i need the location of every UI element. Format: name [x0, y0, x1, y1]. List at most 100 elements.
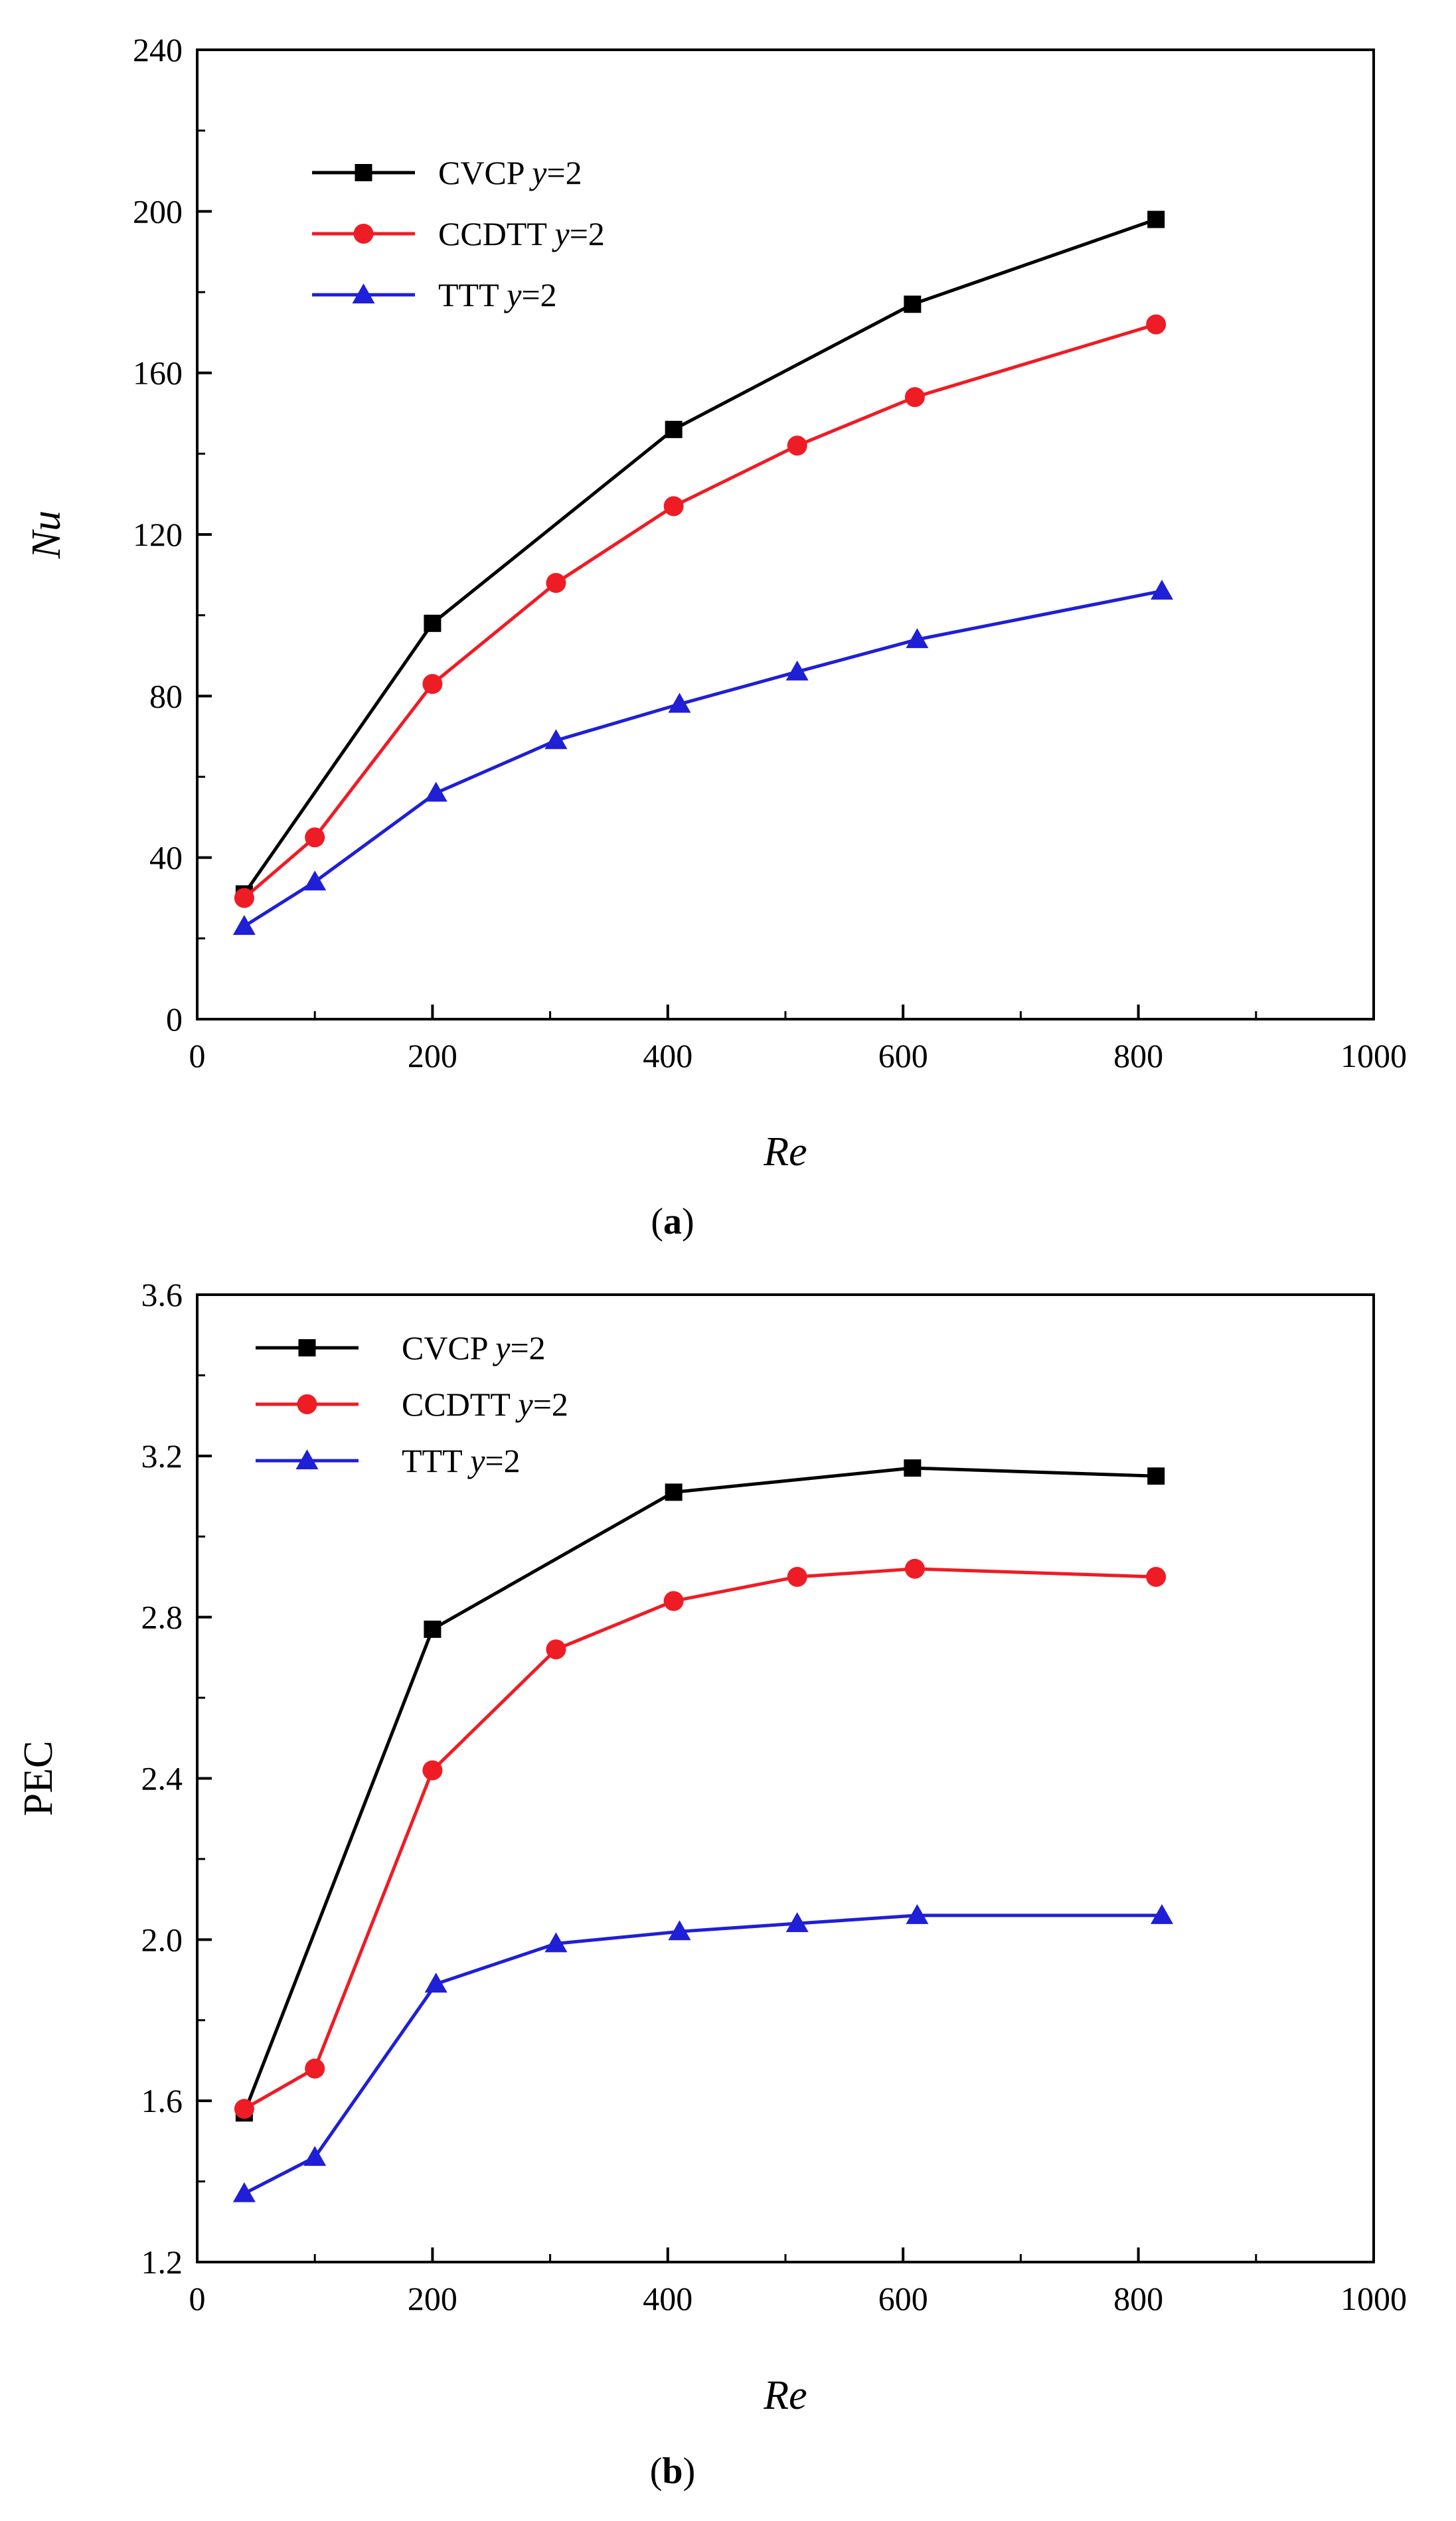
series-ttt [232, 580, 1174, 935]
y-axis-label: Nu [24, 511, 69, 559]
y-tick-label: 40 [149, 839, 183, 876]
x-tick-label: 1000 [1340, 1037, 1407, 1074]
data-point [904, 1459, 922, 1477]
data-point [422, 1760, 443, 1781]
legend-marker [295, 1449, 319, 1469]
plot-frame [196, 48, 1375, 1020]
data-point [424, 614, 442, 632]
series-ccdtt [234, 314, 1167, 908]
legend-marker [353, 224, 374, 244]
data-point [904, 295, 922, 313]
legend-label: TTT y=2 [438, 276, 557, 313]
legend-entry-cvcp: CVCP y=2 [256, 1329, 546, 1366]
legend-label: CVCP y=2 [402, 1329, 546, 1366]
x-tick-label: 1000 [1340, 2280, 1407, 2317]
y-tick-label: 80 [149, 677, 183, 714]
series-line [243, 1567, 1157, 2111]
data-point [1151, 1904, 1174, 1924]
legend-label: CCDTT y=2 [402, 1386, 568, 1423]
data-point [424, 1620, 442, 1638]
legend-entry-cvcp: CVCP y=2 [312, 154, 582, 191]
series-line [243, 323, 1157, 900]
data-point [787, 436, 807, 456]
data-point [424, 781, 447, 802]
y-tick-label: 200 [133, 193, 183, 230]
data-point [305, 2058, 325, 2079]
y-tick-label: 2.8 [141, 1599, 183, 1636]
data-point [544, 1932, 568, 1953]
series-ccdtt [234, 1558, 1167, 2119]
data-point [234, 888, 254, 908]
x-tick-label: 600 [878, 2280, 928, 2317]
legend-label: CCDTT y=2 [438, 215, 605, 252]
x-tick-label: 400 [643, 1037, 692, 1074]
data-point [663, 1591, 684, 1611]
legend-entry-ccdtt: CCDTT y=2 [256, 1386, 568, 1423]
data-point [904, 387, 925, 408]
legend-entry-ccdtt: CCDTT y=2 [312, 215, 605, 252]
x-axis-label: Re [763, 2373, 807, 2418]
data-point [1147, 1467, 1165, 1485]
y-tick-label: 3.6 [141, 1276, 183, 1313]
y-tick-label: 1.2 [141, 2243, 183, 2281]
legend-entry-ttt: TTT y=2 [256, 1442, 521, 1479]
legend-marker [297, 1394, 317, 1414]
legend-marker [355, 164, 372, 181]
x-tick-label: 0 [189, 2280, 206, 2317]
chart-panel-a: 0 200 400 600 800 1000 0 40 80 120 160 200 240 Re Nu (a… [24, 31, 1407, 1242]
data-point [904, 1558, 925, 1579]
x-tick-label: 400 [643, 2280, 692, 2317]
data-point [424, 1973, 447, 1993]
series-line [243, 1913, 1163, 2196]
data-point [422, 674, 443, 694]
data-point [232, 2182, 256, 2202]
y-tick-label: 2.0 [141, 1921, 183, 1958]
data-point [665, 1483, 683, 1501]
data-point [906, 1904, 929, 1924]
data-point [1146, 314, 1167, 335]
data-point [546, 573, 566, 593]
series-line [243, 589, 1163, 928]
y-tick-label: 1.6 [141, 2082, 183, 2119]
data-point [234, 2099, 254, 2119]
x-axis-label: Re [763, 1129, 807, 1175]
data-point [785, 660, 809, 681]
data-point [1147, 210, 1165, 228]
series-line [242, 218, 1157, 895]
legend-entry-ttt: TTT y=2 [312, 276, 557, 313]
data-point [787, 1566, 807, 1587]
data-point [303, 870, 327, 891]
y-tick-label: 240 [133, 31, 183, 68]
series-ttt [232, 1904, 1174, 2202]
y-tick-label: 0 [166, 1001, 183, 1038]
y-tick-label: 120 [133, 516, 183, 553]
data-point [1146, 1566, 1167, 1587]
data-point [906, 628, 929, 649]
data-point [546, 1639, 566, 1660]
data-point [668, 1920, 691, 1941]
data-point [1151, 580, 1174, 600]
x-tick-label: 800 [1113, 2280, 1163, 2317]
legend-marker [298, 1339, 316, 1356]
x-tick-label: 200 [408, 2280, 457, 2317]
data-point [663, 496, 684, 517]
y-tick-label: 160 [133, 355, 183, 392]
series-cvcp [235, 1459, 1165, 2122]
x-tick-label: 800 [1113, 1037, 1163, 1074]
x-tick-label: 0 [189, 1037, 206, 1074]
legend-marker [352, 284, 375, 303]
x-tick-label: 200 [408, 1037, 457, 1074]
chart-panel-b: 0 200 400 600 800 1000 1.2 1.6 2.0 2.4 2.8 3.2 3.6 Re… [16, 1276, 1407, 2492]
data-point [665, 420, 683, 438]
data-point [785, 1912, 809, 1933]
series-cvcp [235, 210, 1165, 903]
series-line [242, 1466, 1157, 2114]
data-point [668, 692, 691, 713]
data-point [303, 2146, 327, 2166]
y-axis-label: PEC [16, 1741, 61, 1817]
figure-caption: (b) [650, 2451, 695, 2492]
data-point [232, 915, 256, 935]
data-point [305, 827, 325, 848]
y-tick-label: 3.2 [141, 1437, 183, 1475]
